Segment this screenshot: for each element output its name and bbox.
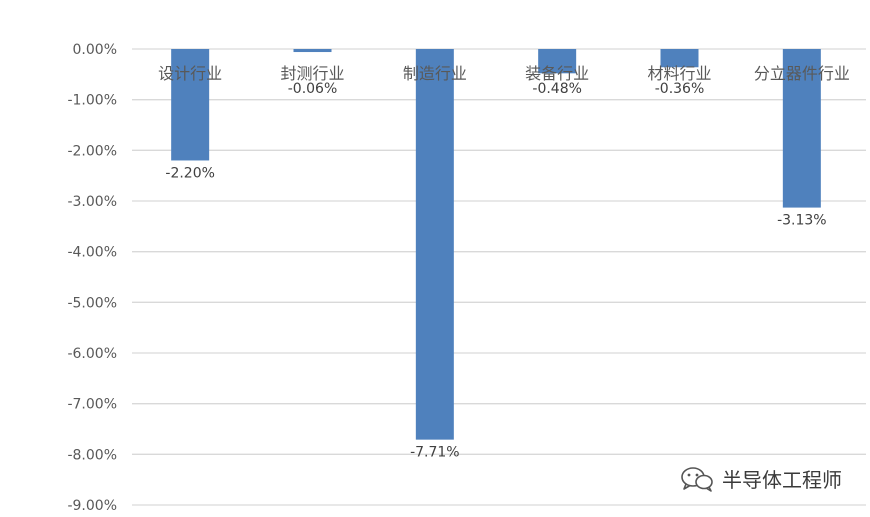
bar <box>415 49 454 440</box>
y-tick-label: -6.00% <box>67 346 117 362</box>
y-tick-label: -3.00% <box>67 194 117 210</box>
y-tick-label: -1.00% <box>67 93 117 109</box>
y-axis-tick-labels: 0.00% -1.00% -2.00% -3.00% -4.00% -5.00% -6.00… <box>67 42 117 514</box>
y-tick-label: -4.00% <box>67 245 117 261</box>
data-label: -0.06% <box>288 81 338 97</box>
data-label: -2.20% <box>165 165 215 181</box>
x-category-label: 制造行业 <box>403 64 467 83</box>
bars <box>171 49 821 440</box>
data-label: -0.48% <box>532 81 582 97</box>
y-tick-label: -8.00% <box>67 447 117 463</box>
x-category-label: 分立器件行业 <box>754 64 850 83</box>
watermark: 半导体工程师 <box>680 464 842 493</box>
bar <box>660 49 699 68</box>
x-category-label: 材料行业 <box>647 64 711 83</box>
bar <box>538 49 577 74</box>
data-labels: -2.20% -0.06% -7.71% -0.48% -0.36% -3.13% <box>165 81 826 461</box>
y-tick-label: -9.00% <box>67 498 117 514</box>
y-tick-label: -2.00% <box>67 143 117 159</box>
data-label: -0.36% <box>655 81 705 97</box>
data-label: -7.71% <box>410 445 460 461</box>
y-tick-label: -5.00% <box>67 295 117 311</box>
bar <box>293 49 332 53</box>
x-category-label: 装备行业 <box>525 64 589 83</box>
y-tick-label: 0.00% <box>73 42 117 58</box>
x-axis-category-labels: 设计行业 封测行业 制造行业 装备行业 材料行业 分立器件行业 <box>158 64 850 83</box>
y-tick-label: -7.00% <box>67 397 117 413</box>
watermark-text: 半导体工程师 <box>722 468 842 492</box>
bar <box>782 49 821 208</box>
data-label: -3.13% <box>777 213 827 229</box>
gridlines <box>132 48 866 506</box>
x-category-label: 封测行业 <box>280 64 344 83</box>
wechat-icon <box>681 466 713 492</box>
x-category-label: 设计行业 <box>158 64 222 83</box>
bar <box>171 49 210 161</box>
